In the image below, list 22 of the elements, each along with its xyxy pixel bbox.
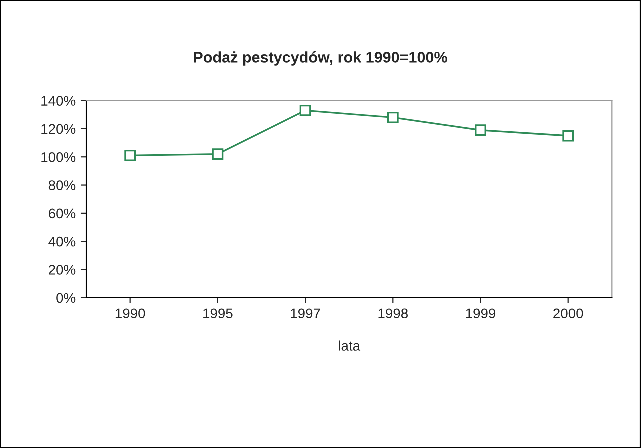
y-tick-label: 20% <box>49 265 76 275</box>
point <box>300 104 312 116</box>
point <box>475 124 486 136</box>
y-tick-label: 80% <box>48 180 76 190</box>
chart-title: Podaż pestycydów, rok 1990=100% <box>194 52 448 66</box>
y-tick-label: 60% <box>49 208 76 219</box>
x-axis-title: lata <box>339 340 361 351</box>
point <box>562 130 574 142</box>
y-tick-label: 0% <box>56 293 76 304</box>
x-tick-label: 1998 <box>378 308 408 319</box>
x-tick-label: 2000 <box>554 308 584 319</box>
point <box>212 148 224 160</box>
y-tick-label: 40% <box>48 236 76 247</box>
y-tick-label: 100% <box>42 152 76 162</box>
point <box>387 112 399 124</box>
x-tick-label: 1997 <box>291 308 320 319</box>
point <box>124 150 136 162</box>
x-tick-label: 1995 <box>204 308 233 319</box>
x-tick-label: 1990 <box>116 308 146 319</box>
y-tick-label: 120% <box>42 124 76 134</box>
y-tick-label: 140% <box>42 96 76 106</box>
x-tick-label: 1999 <box>466 308 496 319</box>
